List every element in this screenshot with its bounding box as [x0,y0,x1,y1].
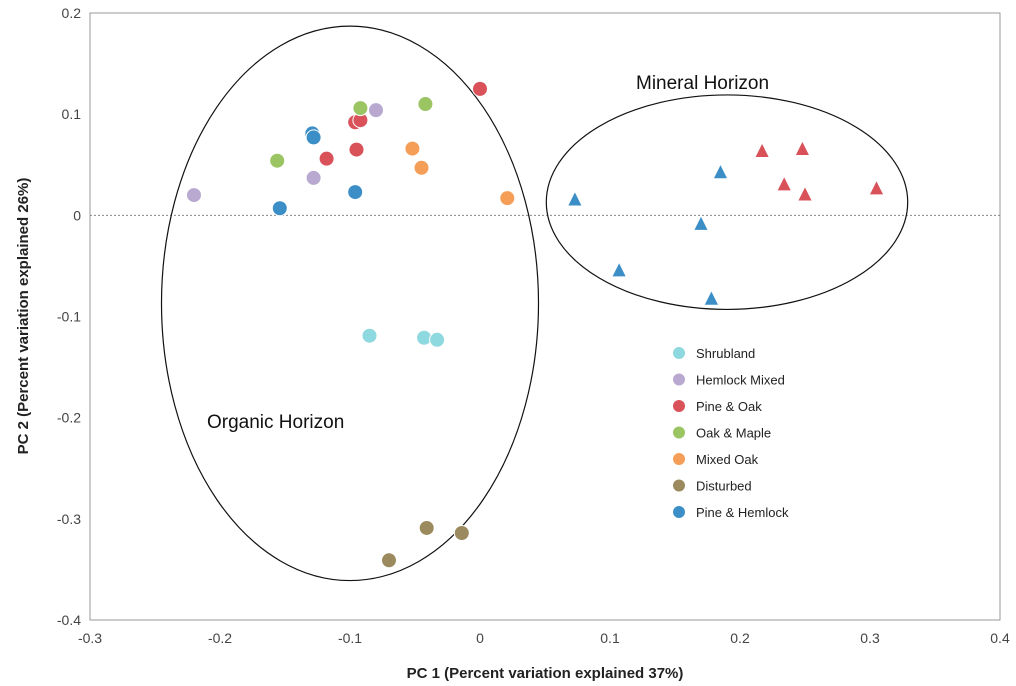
point-pine-oak-organic [348,141,365,158]
ellipse-organic-horizon [160,25,540,582]
x-tick-label: 0.1 [600,630,620,646]
point-pine-oak-mineral [775,174,793,192]
x-tick-label: -0.3 [78,630,102,646]
legend-label-shrubland: Shrubland [696,346,755,361]
point-pine-hemlock-mineral [692,214,710,232]
point-pine-hemlock-mineral [610,260,628,278]
point-pine-oak-mineral [753,141,771,159]
x-axis-title: PC 1 (Percent variation explained 37%) [407,665,684,682]
y-tick-label: -0.4 [57,612,81,628]
x-tick-label: -0.1 [338,630,362,646]
point-pine-hemlock-organic [305,129,322,146]
x-tick-label: -0.2 [208,630,232,646]
y-axis-title: PC 2 (Percent variation explained 26%) [15,178,32,455]
legend-marker-pine-hemlock [672,505,686,519]
legend-label-mixed-oak: Mixed Oak [696,452,759,467]
data-points [186,80,885,569]
point-pine-hemlock-organic [347,184,364,201]
horizon-ellipses [160,25,909,582]
x-tick-label: 0.2 [730,630,750,646]
annotation-mineral-horizon: Mineral Horizon [636,73,769,94]
y-tick-label: 0.2 [62,5,82,21]
point-shrubland-organic [429,331,446,348]
y-tick-label: 0 [73,207,81,223]
point-pine-hemlock-mineral [566,189,584,207]
y-tick-label: -0.3 [57,511,81,527]
point-disturbed-organic [418,519,435,536]
plot-area [89,12,1001,621]
x-axis-ticks: -0.3 -0.2 -0.1 0 0.1 0.2 0.3 0.4 [78,630,1010,646]
point-hemlock-mixed-organic [186,187,202,204]
y-axis-ticks: -0.4 -0.3 -0.2 -0.1 0 0.1 0.2 [57,5,81,628]
x-tick-label: 0.4 [990,630,1010,646]
point-disturbed-organic [453,524,470,541]
y-tick-label: -0.2 [57,410,81,426]
x-tick-label: 0.3 [860,630,880,646]
legend-marker-oak-maple [672,425,686,440]
point-mixed-oak-organic [499,190,516,207]
point-shrubland-organic [416,329,433,346]
point-pine-oak-mineral [793,139,811,157]
legend-marker-disturbed [672,478,686,493]
legend-marker-shrubland [672,346,686,360]
point-hemlock-mixed-organic [305,169,322,186]
point-pine-oak-mineral [868,178,885,196]
legend-label-disturbed: Disturbed [696,479,752,494]
point-pine-hemlock-mineral [712,162,729,180]
legend: Shrubland Hemlock Mixed Pine & Oak Oak & Ma… [672,346,789,520]
point-mixed-oak-organic [404,140,421,157]
legend-label-hemlock-mixed: Hemlock Mixed [696,373,785,388]
point-pine-oak-organic [318,150,335,167]
legend-label-pine-hemlock: Pine & Hemlock [696,505,789,520]
y-tick-label: 0.1 [62,106,82,122]
legend-marker-hemlock-mixed [672,372,686,387]
annotation-organic-horizon: Organic Horizon [207,412,344,433]
point-hemlock-mixed-organic [368,102,384,119]
x-tick-label: 0 [476,630,484,646]
point-pine-hemlock-mineral [702,288,720,306]
point-shrubland-organic [361,327,378,344]
point-pine-oak-organic [472,80,488,97]
point-oak-maple-organic [352,100,369,117]
ellipse-mineral-horizon [545,94,909,311]
legend-label-oak-maple: Oak & Maple [696,426,771,441]
legend-marker-pine-oak [672,399,686,413]
point-oak-maple-organic [417,96,434,113]
point-disturbed-organic [381,552,397,569]
y-tick-label: -0.1 [57,309,81,325]
point-pine-oak-mineral [796,184,814,202]
legend-marker-mixed-oak [672,452,686,466]
point-oak-maple-organic [269,152,286,169]
point-pine-hemlock-organic [271,200,288,217]
point-mixed-oak-organic [413,159,430,176]
legend-label-pine-oak: Pine & Oak [696,399,762,414]
